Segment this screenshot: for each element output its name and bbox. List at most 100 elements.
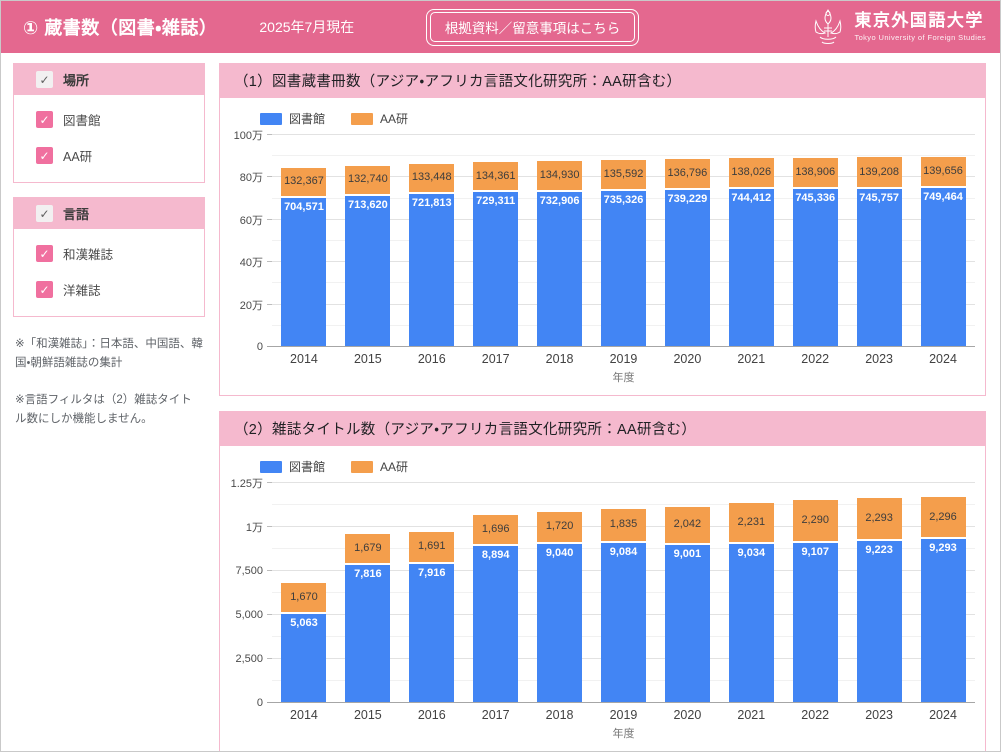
legend-item-aa: AA研: [351, 110, 408, 127]
stacked-bar: 1,679 7,816: [345, 483, 391, 703]
bar-group: 136,796 739,229: [655, 135, 719, 347]
bar-segment-library[interactable]: 744,412: [728, 189, 774, 347]
y-tick-label: 60万: [239, 214, 263, 227]
bar-segment-aa[interactable]: 1,696: [473, 514, 519, 545]
bar-segment-library[interactable]: 9,084: [600, 543, 646, 703]
plot-area: 1,670 5,063 1,679 7,816 1,691 7,916 1,696 8,894…: [267, 482, 975, 703]
y-tick-label: 1万: [245, 522, 263, 534]
bar-segment-aa[interactable]: 1,720: [537, 511, 583, 542]
y-axis: 0 20万 40万 60万 80万 100万: [228, 130, 272, 353]
bar-segment-library[interactable]: 9,001: [664, 544, 710, 703]
filter-item-western-magazines[interactable]: ✓ 洋雑誌: [14, 274, 204, 305]
chart-title: （1）図書蔵書冊数（アジア・アフリカ言語文化研究所：AA研含む）: [220, 64, 985, 98]
bar-segment-aa[interactable]: 2,293: [856, 498, 902, 539]
bar-value-label: 9,034: [737, 547, 766, 560]
bar-segment-aa[interactable]: 2,042: [664, 506, 710, 543]
select-all-checkbox[interactable]: ✓: [36, 71, 53, 88]
bar-segment-aa[interactable]: 135,592: [600, 160, 646, 190]
bar-segment-library[interactable]: 7,816: [345, 565, 391, 703]
bar-segment-library[interactable]: 735,326: [600, 191, 646, 347]
bar-segment-library[interactable]: 745,336: [792, 189, 838, 347]
stacked-bar: 1,696 8,894: [473, 483, 519, 703]
filter-item-checkbox[interactable]: ✓: [36, 245, 53, 262]
bar-segment-aa[interactable]: 1,835: [600, 508, 646, 542]
filter-item-checkbox[interactable]: ✓: [36, 147, 53, 164]
bar-group: 134,930 732,906: [528, 135, 592, 347]
stacked-bar: 138,026 744,412: [728, 135, 774, 347]
filter-item-checkbox[interactable]: ✓: [36, 111, 53, 128]
stacked-bar: 138,906 745,336: [792, 135, 838, 347]
bar-segment-aa[interactable]: 138,026: [728, 157, 774, 188]
bar-segment-library[interactable]: 9,223: [856, 540, 902, 703]
bar-value-label: 8,894: [481, 549, 510, 562]
bar-group: 1,670 5,063: [272, 483, 336, 703]
filter-item-aa-institute[interactable]: ✓ AA研: [14, 140, 204, 171]
bar-value-label: 139,656: [923, 164, 963, 177]
bar-segment-library[interactable]: 713,620: [345, 195, 391, 347]
legend-item-aa: AA研: [351, 458, 408, 475]
y-tick-label: 40万: [239, 257, 263, 270]
x-tick-label: 2021: [737, 352, 766, 366]
x-tick-label: 2021: [737, 708, 766, 722]
bar-segment-aa[interactable]: 2,296: [920, 497, 966, 538]
bar-segment-library[interactable]: 5,063: [281, 613, 327, 703]
bar-value-label: 5,063: [290, 616, 318, 629]
bar-segment-library[interactable]: 9,293: [920, 539, 966, 703]
source-link-button[interactable]: 根拠資料／留意事項はこちら: [426, 8, 639, 46]
bar-group: 2,296 9,293: [911, 483, 975, 703]
bar-segment-aa[interactable]: 132,367: [281, 167, 327, 196]
bar-segment-aa[interactable]: 2,231: [728, 502, 774, 543]
x-tick-label: 2024: [929, 352, 957, 366]
filter-item-checkbox[interactable]: ✓: [36, 281, 53, 298]
stacked-bar: 134,361 729,311: [473, 135, 519, 347]
x-axis-line: [267, 346, 975, 347]
bar-value-label: 136,796: [667, 167, 708, 180]
bar-segment-library[interactable]: 7,916: [409, 563, 455, 703]
bar-segment-library[interactable]: 732,906: [537, 191, 583, 347]
bar-segment-aa[interactable]: 134,361: [473, 161, 519, 191]
bar-value-label: 138,026: [731, 166, 772, 179]
bar-segment-library[interactable]: 704,571: [281, 197, 327, 347]
bar-segment-aa[interactable]: 2,290: [792, 500, 838, 541]
bar-value-label: 9,107: [801, 545, 829, 558]
stacked-bar: 1,720 9,040: [537, 483, 583, 703]
legend-item-library: 図書館: [260, 458, 325, 475]
bar-segment-library[interactable]: 9,040: [537, 543, 583, 703]
bar-segment-aa[interactable]: 139,208: [856, 157, 902, 187]
legend-swatch-aa: [351, 112, 374, 125]
bar-segment-aa[interactable]: 1,691: [409, 531, 455, 562]
bar-segment-library[interactable]: 8,894: [473, 546, 519, 703]
bar-segment-library[interactable]: 721,813: [409, 193, 455, 347]
plot-area: 132,367 704,571 132,740 713,620 133,448 721,8…: [267, 134, 975, 347]
bar-segment-aa[interactable]: 132,740: [345, 165, 391, 194]
filter-group-title: 場所: [63, 73, 90, 88]
select-all-checkbox[interactable]: ✓: [36, 205, 53, 222]
bar-value-label: 9,001: [673, 547, 702, 560]
bar-segment-library[interactable]: 739,229: [664, 190, 710, 347]
stacked-bar: 132,740 713,620: [345, 135, 391, 347]
bar-segment-aa[interactable]: 138,906: [792, 157, 838, 187]
university-logo: 東京外国語大学 Tokyo University of Foreign Stud…: [810, 7, 986, 47]
y-tick-label: 7,500: [235, 565, 263, 577]
bar-segment-aa[interactable]: 133,448: [409, 163, 455, 192]
filter-item-wakan-magazines[interactable]: ✓ 和漢雑誌: [14, 238, 204, 269]
bar-segment-library[interactable]: 745,757: [856, 188, 902, 347]
bar-segment-aa[interactable]: 134,930: [537, 161, 583, 190]
bar-segment-library[interactable]: 749,464: [920, 188, 966, 347]
bar-segment-aa[interactable]: 1,670: [281, 582, 327, 612]
bar-segment-library[interactable]: 9,034: [728, 544, 774, 703]
bar-segment-aa[interactable]: 139,656: [920, 156, 966, 187]
bar-segment-aa[interactable]: 1,679: [345, 533, 391, 564]
bar-group: 1,679 7,816: [336, 483, 400, 703]
bar-segment-library[interactable]: 9,107: [792, 542, 838, 703]
bar-value-label: 2,290: [801, 514, 829, 527]
x-tick-label: 2017: [481, 352, 510, 366]
bar-group: 2,231 9,034: [719, 483, 783, 703]
bar-segment-aa[interactable]: 136,796: [664, 159, 710, 189]
bar-value-label: 2,231: [737, 515, 766, 528]
x-tick-label: 2014: [290, 708, 318, 722]
stacked-bar: 139,208 745,757: [856, 135, 902, 347]
filter-item-library[interactable]: ✓ 図書館: [14, 104, 204, 135]
bar-segment-library[interactable]: 729,311: [473, 192, 519, 347]
stacked-bar: 2,296 9,293: [920, 483, 966, 703]
